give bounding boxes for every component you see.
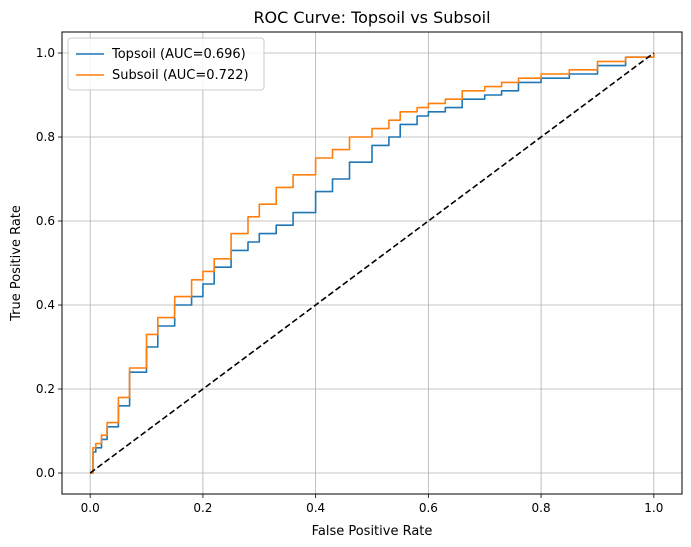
y-tick-label: 1.0 xyxy=(36,46,55,60)
legend-entry: Topsoil (AUC=0.696) xyxy=(111,47,246,62)
y-tick-label: 0.2 xyxy=(36,382,55,396)
y-axis-label: True Positive Rate xyxy=(9,205,24,322)
x-tick-label: 0.6 xyxy=(419,501,438,515)
y-tick-label: 0.0 xyxy=(36,466,55,480)
x-tick-label: 1.0 xyxy=(644,501,663,515)
y-tick-label: 0.6 xyxy=(36,214,55,228)
axis-ticks: 0.0 0.2 0.4 0.6 0.8 1.0 0.0 0.2 0.4 0.6 0.8 1.0 xyxy=(36,46,663,515)
x-axis-label: False Positive Rate xyxy=(312,524,433,539)
x-tick-label: 0.0 xyxy=(81,501,100,515)
series-lines xyxy=(89,52,655,474)
series-line-1 xyxy=(90,53,655,474)
chance-diagonal-line xyxy=(89,52,655,474)
y-tick-label: 0.8 xyxy=(36,130,55,144)
plot-frame xyxy=(61,31,683,495)
legend-entry: Subsoil (AUC=0.722) xyxy=(112,68,249,83)
x-tick-label: 0.2 xyxy=(193,501,212,515)
chart-title: ROC Curve: Topsoil vs Subsoil xyxy=(253,8,490,27)
x-tick-label: 0.8 xyxy=(532,501,551,515)
y-tick-label: 0.4 xyxy=(36,298,55,312)
x-tick-label: 0.4 xyxy=(306,501,325,515)
legend: Topsoil (AUC=0.696) Subsoil (AUC=0.722) xyxy=(67,37,265,91)
legend-box xyxy=(67,37,265,91)
